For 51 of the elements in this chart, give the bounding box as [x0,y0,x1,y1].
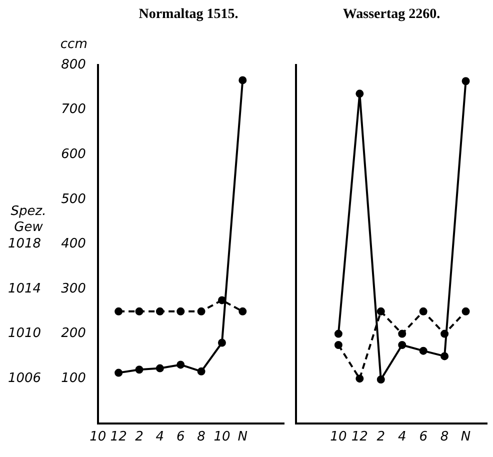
x-tick-label: 8 [440,430,449,445]
point [462,307,470,316]
y2-tick-label: 1018 [8,236,42,252]
point [398,341,406,349]
x-tick-label: 10 [90,430,106,445]
point [334,341,342,349]
x-tick-label: N [238,430,248,445]
x-tick-label: 10 [214,430,230,445]
point [218,338,226,347]
x-tick-label: 10 [330,430,347,445]
y-tick-label: 600 [61,146,86,162]
point [135,366,144,374]
x-tick-label: 6 [176,430,185,445]
y-tick-label: 100 [61,370,86,386]
point [238,76,247,84]
y-tick-label: 700 [61,102,86,118]
chart-title: Normaltag 1515. [138,6,240,24]
point [419,346,428,355]
point [398,330,406,338]
y-tick-label: 300 [61,281,86,296]
x-tick-label: 4 [398,430,406,445]
point [114,368,123,377]
x-tick-label: 8 [197,430,206,445]
x-tick-label: 12 [110,430,127,445]
y2-axis-title: Spez. Gew [10,204,46,236]
x-tick-label: 6 [419,430,428,445]
y-tick-label: 200 [61,326,86,342]
point [356,90,364,98]
y2-tick-label: 1006 [8,370,42,386]
chart-title: Wassertag 2260. [342,6,442,24]
y2-tick-label: 1010 [8,326,42,342]
point [462,77,470,86]
point [376,375,385,384]
x-tick-label: 4 [156,430,164,445]
x-tick-label: 2 [376,430,386,445]
y-tick-label: 400 [61,236,86,252]
y-axis-title: ccm [60,36,88,52]
point [376,307,385,316]
point [176,360,185,369]
point [440,352,449,360]
x-tick-label: 2 [135,430,144,445]
point [156,364,164,372]
point [356,374,364,383]
x-tick-label: 12 [351,430,368,445]
y-tick-label: 800 [61,57,86,72]
point [197,367,206,376]
point [419,307,428,316]
y-tick-label: 500 [61,192,86,207]
y2-tick-label: 1014 [8,281,42,296]
point [334,330,342,338]
x-tick-label: N [460,430,471,445]
